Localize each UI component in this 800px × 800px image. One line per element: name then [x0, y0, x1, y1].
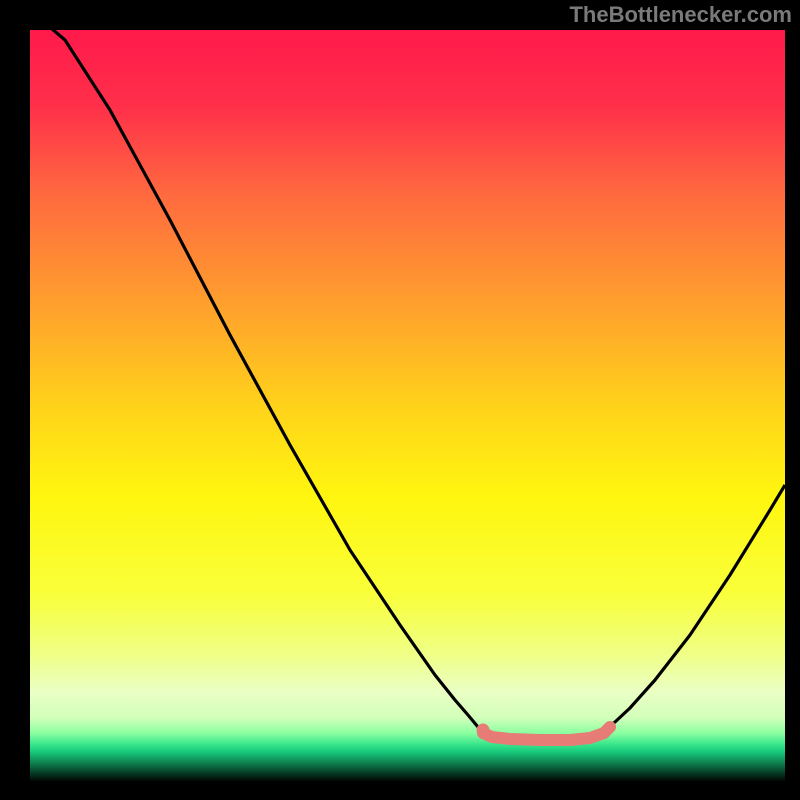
curve-layer	[30, 30, 785, 782]
watermark-text: TheBottlenecker.com	[569, 2, 792, 28]
optimal-range-highlight	[483, 727, 610, 740]
bottleneck-curve	[30, 30, 785, 739]
chart-container: TheBottlenecker.com	[0, 0, 800, 800]
plot-area	[30, 30, 785, 782]
optimal-start-marker	[477, 724, 490, 737]
